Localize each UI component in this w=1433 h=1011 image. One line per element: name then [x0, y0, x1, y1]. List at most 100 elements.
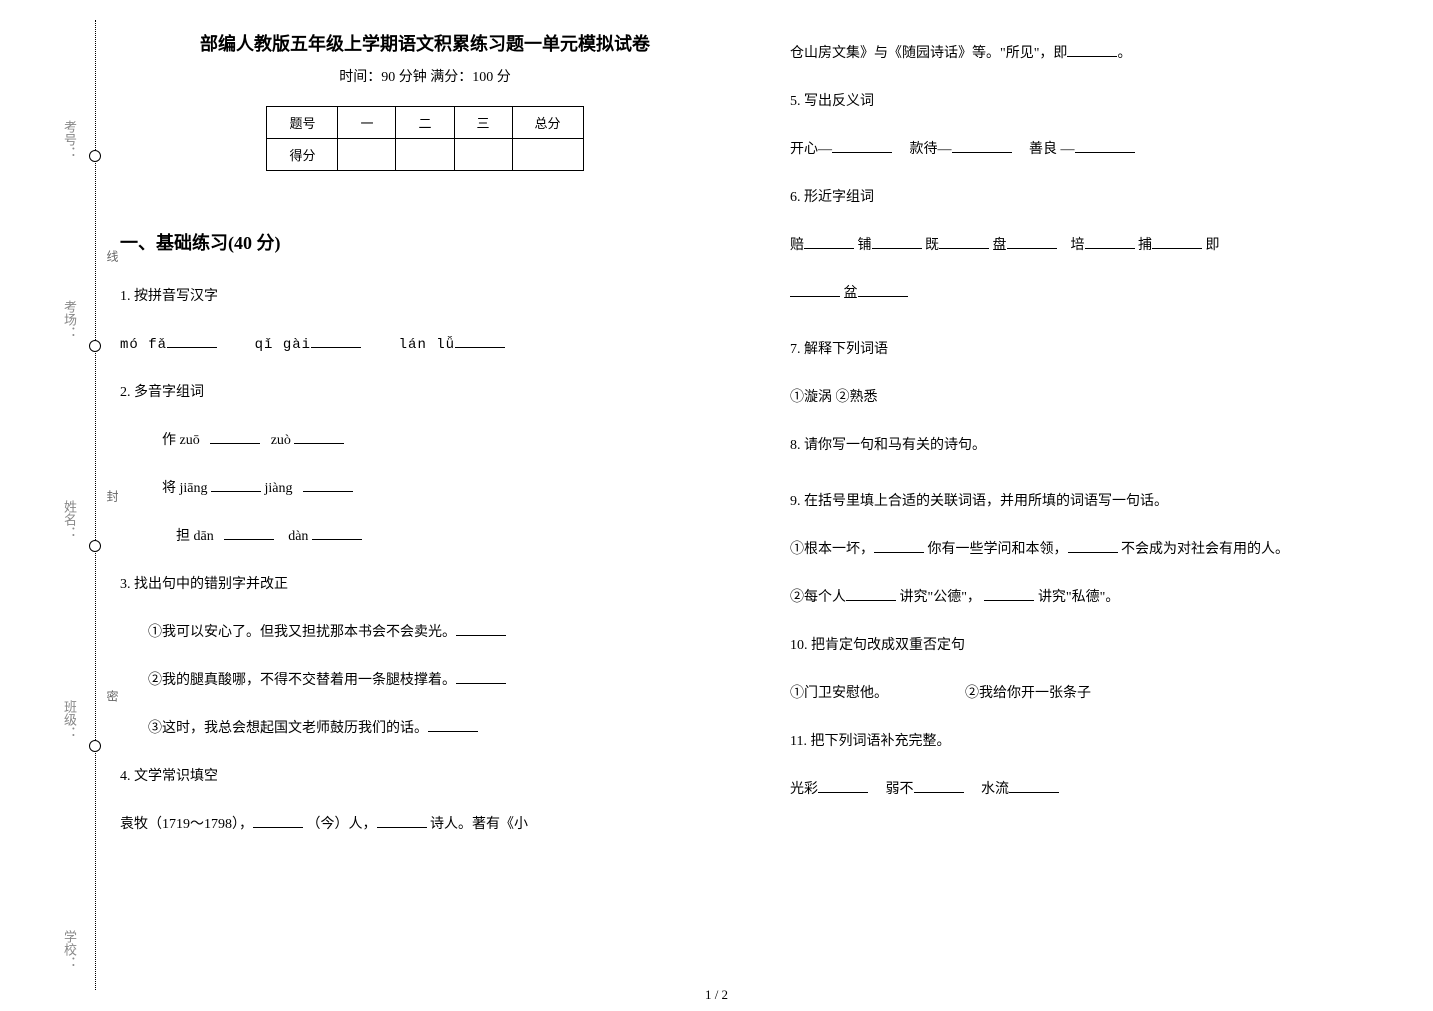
blank	[224, 526, 274, 540]
q7-label: 7. 解释下列词语	[790, 336, 1400, 364]
q4-a: 袁牧（1719～1798），	[120, 817, 253, 832]
q3-s1: ①我可以安心了。但我又担扰那本书会不会卖光。	[120, 619, 730, 647]
binding-inline-mi: 密	[104, 690, 121, 702]
blank	[456, 622, 506, 636]
score-header-cell: 二	[396, 107, 454, 139]
q10-s1: ①门卫安慰他。	[790, 686, 888, 701]
right-column: 仓山房文集》与《随园诗话》等。"所见"，即。 5. 写出反义词 开心— 款待— …	[790, 30, 1400, 970]
q5-c: 善良 —	[1029, 142, 1075, 157]
blank	[1067, 43, 1117, 57]
q2-label: 2. 多音字组词	[120, 379, 730, 407]
blank	[939, 235, 989, 249]
q6-w2: 铺	[858, 238, 872, 253]
score-table: 题号 一 二 三 总分 得分	[266, 106, 583, 171]
binding-inline-xian: 线	[104, 250, 121, 262]
q11-b: 弱不	[886, 782, 914, 797]
q2-l1b: zuò	[271, 433, 291, 448]
q1-body: mó fǎ qǐ gài lán lǚ	[120, 331, 730, 359]
binding-label-school: 学校：	[60, 930, 79, 969]
section-1-header: 一、基础练习(40 分)	[120, 229, 730, 255]
blank	[1152, 235, 1202, 249]
blank	[846, 587, 896, 601]
score-cell	[454, 139, 512, 171]
binding-label-class: 班级：	[60, 700, 79, 739]
q9-s2: ②每个人 讲究"公德"， 讲究"私德"。	[790, 584, 1400, 612]
paper-title: 部编人教版五年级上学期语文积累练习题一单元模拟试卷	[120, 30, 730, 56]
score-header-cell: 题号	[267, 107, 338, 139]
blank	[377, 814, 427, 828]
left-column: 部编人教版五年级上学期语文积累练习题一单元模拟试卷 时间：90 分钟 满分：10…	[120, 30, 730, 970]
blank	[1075, 139, 1135, 153]
blank	[872, 235, 922, 249]
q4-c: 诗人。著有《小	[430, 817, 528, 832]
q3-s3-text: ③这时，我总会想起国文老师鼓历我们的话。	[148, 721, 428, 736]
binding-inline-feng: 封	[104, 490, 121, 502]
q6-label: 6. 形近字组词	[790, 184, 1400, 212]
blank	[984, 587, 1034, 601]
q1-pinyin-2: qǐ gài	[255, 337, 311, 353]
score-cell	[512, 139, 583, 171]
blank	[1085, 235, 1135, 249]
page-content: 部编人教版五年级上学期语文积累练习题一单元模拟试卷 时间：90 分钟 满分：10…	[120, 30, 1400, 970]
table-row: 得分	[267, 139, 583, 171]
q4-b: （今）人，	[307, 817, 377, 832]
blank	[952, 139, 1012, 153]
q2-l2b: jiàng	[265, 481, 293, 496]
binding-circle	[89, 340, 101, 352]
q4-cont-a: 仓山房文集》与《随园诗话》等。"所见"，即	[790, 46, 1067, 61]
q2-l2a: 将 jiāng	[162, 481, 208, 496]
blank	[456, 670, 506, 684]
q4-continuation: 仓山房文集》与《随园诗话》等。"所见"，即。	[790, 40, 1400, 68]
blank	[1007, 235, 1057, 249]
q2-line-1: 作 zuō zuò	[120, 427, 730, 455]
q6-w4: 盘	[993, 238, 1007, 253]
q6-w8: 盆	[844, 286, 858, 301]
q4-label: 4. 文学常识填空	[120, 763, 730, 791]
blank	[790, 283, 840, 297]
binding-circle	[89, 150, 101, 162]
blank	[455, 334, 505, 348]
q9-s1: ①根本一坏， 你有一些学问和本领， 不会成为对社会有用的人。	[790, 536, 1400, 564]
q1-label: 1. 按拼音写汉字	[120, 283, 730, 311]
paper-subtitle: 时间：90 分钟 满分：100 分	[120, 66, 730, 86]
q1-pinyin-3: lán lǚ	[399, 337, 455, 353]
blank	[428, 718, 478, 732]
q6-w5: 培	[1071, 238, 1085, 253]
blank	[914, 779, 964, 793]
q5-b: 款待—	[910, 142, 952, 157]
blank	[167, 334, 217, 348]
blank	[303, 478, 353, 492]
binding-label-name: 姓名：	[60, 500, 79, 539]
q9-s1a: ①根本一坏，	[790, 542, 874, 557]
q10-body: ①门卫安慰他。 ②我给你开一张条子	[790, 680, 1400, 708]
blank	[1068, 539, 1118, 553]
q8-label: 8. 请你写一句和马有关的诗句。	[790, 432, 1400, 460]
q2-line-2: 将 jiāng jiàng	[120, 475, 730, 503]
score-cell	[396, 139, 454, 171]
q3-s3: ③这时，我总会想起国文老师鼓历我们的话。	[120, 715, 730, 743]
score-header-cell: 总分	[512, 107, 583, 139]
binding-area: 考号： 考场： 姓名： 班级： 学校： 线 封 密	[40, 0, 100, 1011]
binding-label-room: 考场：	[60, 300, 79, 339]
q9-s1c: 不会成为对社会有用的人。	[1121, 542, 1289, 557]
q6-body-2: 盆	[790, 280, 1400, 308]
q11-label: 11. 把下列词语补充完整。	[790, 728, 1400, 756]
q9-s2b: 讲究"公德"，	[900, 590, 981, 605]
score-cell: 得分	[267, 139, 338, 171]
score-header-cell: 三	[454, 107, 512, 139]
q6-w7: 即	[1206, 238, 1220, 253]
q3-s2-text: ②我的腿真酸哪，不得不交替着用一条腿枝撑着。	[148, 673, 456, 688]
q7-body: ①漩涡 ②熟悉	[790, 384, 1400, 412]
q9-s2c: 讲究"私德"。	[1038, 590, 1119, 605]
blank	[874, 539, 924, 553]
q1-pinyin-1: mó fǎ	[120, 337, 167, 353]
q2-l3b: dàn	[288, 529, 308, 544]
blank	[312, 526, 362, 540]
score-cell	[338, 139, 396, 171]
binding-dotted-line	[95, 20, 96, 990]
q3-label: 3. 找出句中的错别字并改正	[120, 571, 730, 599]
q6-w6: 捕	[1138, 238, 1152, 253]
q9-s1b: 你有一些学问和本领，	[928, 542, 1068, 557]
q6-w3: 既	[925, 238, 939, 253]
q3-s1-text: ①我可以安心了。但我又担扰那本书会不会卖光。	[148, 625, 456, 640]
